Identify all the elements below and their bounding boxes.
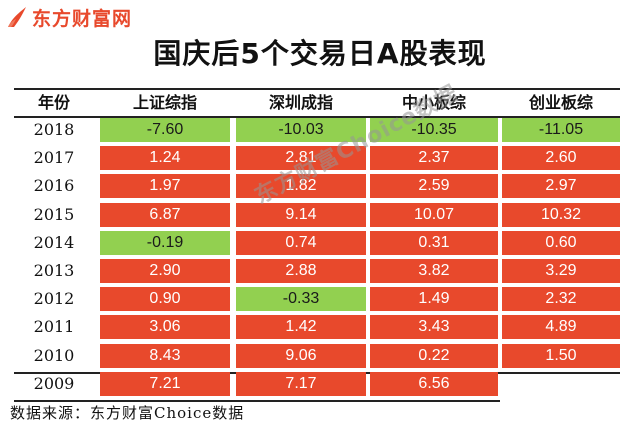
value-cell: 1.50 [502, 343, 620, 368]
value-cell: 1.97 [100, 174, 230, 199]
value-cell: 2.81 [236, 146, 366, 171]
value-cell: 3.82 [370, 259, 498, 283]
value-cell: 2.60 [502, 146, 620, 171]
value-cell: 2.90 [100, 259, 230, 283]
row-year: 2009 [33, 373, 75, 393]
value-cell: 3.06 [100, 315, 230, 340]
value-cell: 10.07 [370, 202, 498, 227]
value-cell: 2.59 [370, 174, 498, 199]
value-cell: 0.31 [370, 230, 498, 255]
value-cell: -10.35 [370, 118, 498, 142]
row-year: 2018 [33, 120, 75, 139]
value-cell: 7.21 [100, 371, 230, 396]
value-cell: -0.19 [100, 230, 230, 255]
value-cell: 0.60 [502, 230, 620, 255]
value-cell: -11.05 [502, 118, 620, 142]
row-year: 2010 [33, 345, 75, 365]
value-cell: 2.32 [502, 287, 620, 312]
row-year: 2016 [33, 176, 75, 196]
rising-flame-mark-icon [8, 7, 26, 27]
value-cell: 3.29 [502, 259, 620, 283]
value-cell: 0.22 [370, 343, 498, 368]
row-year: 2014 [33, 232, 75, 252]
value-cell: 2.37 [370, 146, 498, 171]
logo: 东方财富网 [6, 2, 132, 32]
value-cell: -0.33 [236, 287, 366, 312]
value-cell: 4.89 [502, 315, 620, 340]
value-cell: 8.43 [100, 343, 230, 368]
row-year: 2015 [33, 204, 75, 224]
header-index: 深圳成指 [268, 93, 333, 112]
row-year: 2013 [33, 261, 75, 280]
table-final-rule [14, 400, 500, 402]
page-title: 国庆后5个交易日A股表现 [153, 37, 487, 70]
value-cell: 6.56 [370, 371, 498, 396]
value-cell: 1.24 [100, 146, 230, 171]
source-note: 数据来源：东方财富Choice数据 [10, 404, 245, 422]
header-year: 年份 [37, 93, 70, 112]
value-cell: 2.88 [236, 259, 366, 283]
row-year: 2017 [33, 148, 75, 168]
table-top-rule [14, 88, 620, 90]
value-cell: 1.42 [236, 315, 366, 340]
header-rule [14, 116, 620, 118]
value-cell: 1.49 [370, 287, 498, 312]
value-cell: 3.43 [370, 315, 498, 340]
value-cell: 0.90 [100, 287, 230, 312]
value-cell: 9.14 [236, 202, 366, 227]
value-cell: 9.06 [236, 343, 366, 368]
value-cell: 7.17 [236, 371, 366, 396]
value-cell: -7.60 [100, 118, 230, 142]
row-year: 2012 [33, 289, 75, 309]
value-cell: 6.87 [100, 202, 230, 227]
header-index: 上证综指 [132, 93, 197, 112]
row-year: 2011 [33, 317, 75, 337]
value-cell: 1.82 [236, 174, 366, 199]
value-cell: 10.32 [502, 202, 620, 227]
value-cell: -10.03 [236, 118, 366, 142]
header-index: 中小板综 [401, 93, 466, 112]
header-index: 创业板综 [528, 93, 593, 112]
value-cell: 2.97 [502, 174, 620, 199]
logo-text: 东方财富网 [32, 7, 133, 30]
value-cell: 0.74 [236, 230, 366, 255]
